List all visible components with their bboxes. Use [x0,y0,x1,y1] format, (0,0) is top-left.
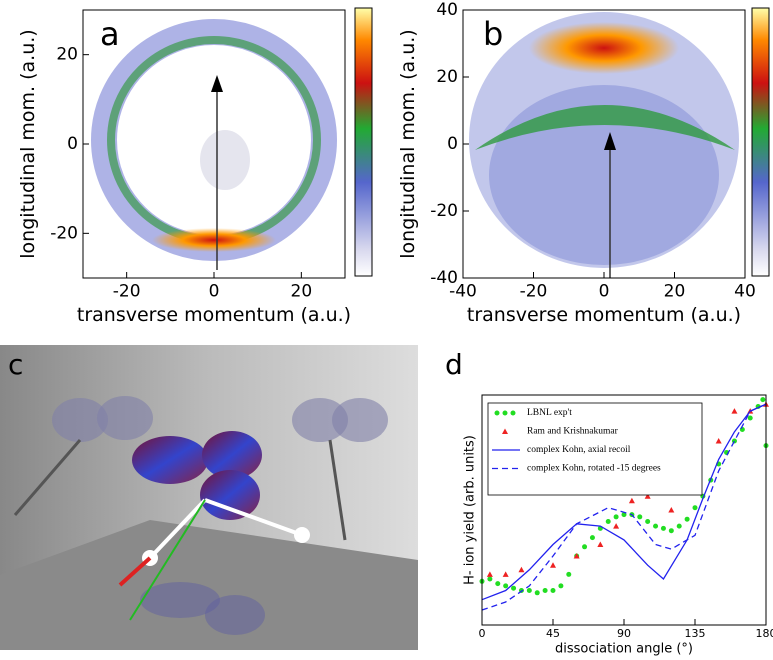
y-tick-label: 20 [436,67,458,87]
density-image [469,12,739,278]
y-axis-label: longitudinal mom. (a.u.) [17,29,39,258]
legend-label: complex Kohn, rotated -15 degrees [527,464,661,474]
density-image [104,32,324,270]
point [732,439,737,444]
y-axis-label: longitudinal mom. (a.u.) [397,29,419,258]
y-tick-label: 0 [67,134,78,154]
point [566,572,571,577]
point [637,514,642,519]
x-tick-label: 45 [546,627,560,640]
point [487,571,493,577]
point [613,523,619,529]
x-tick-label: 180 [756,627,773,640]
legend-marker [503,411,508,416]
point [582,544,587,549]
point [558,583,563,588]
point [653,524,658,529]
point [551,588,556,593]
y-tick-label: 0 [447,134,458,154]
point [535,590,540,595]
point [518,567,524,573]
point [487,577,492,582]
panel-label: c [8,348,23,381]
point [731,408,737,414]
x-axis-label: transverse momentum (a.u.) [77,304,351,326]
point [668,507,674,513]
rendering [0,345,418,650]
point [614,514,619,519]
point [716,438,722,444]
y-tick-label: 40 [436,0,458,20]
point [550,562,556,568]
point [740,427,745,432]
point [693,505,698,510]
x-tick-label: 20 [291,282,313,302]
y-tick-label: 20 [56,45,78,65]
point [590,535,595,540]
x-tick-label: -20 [113,282,141,302]
point [748,416,753,421]
x-tick-label: 0 [479,627,486,640]
legend-marker [495,411,500,416]
point [511,586,516,591]
y-axis-label: H- ion yield (arb. units) [463,435,478,585]
point [629,498,635,504]
colorbar [355,8,372,276]
legend-label: LBNL exp't [527,408,572,418]
point [597,542,603,548]
figure: c -20020-20020transverse momentum (a.u.)… [0,0,773,660]
x-axis-label: transverse momentum (a.u.) [467,304,741,326]
y-tick-label: -20 [430,201,458,221]
legend-label: complex Kohn, axial recoil [527,445,631,455]
x-tick-label: 20 [664,282,686,302]
x-tick-label: 0 [209,282,220,302]
y-tick-label: -40 [430,268,458,288]
point [606,519,611,524]
x-tick-label: 135 [685,627,706,640]
point [677,524,682,529]
point [495,581,500,586]
colorbar [752,8,769,276]
point [503,571,509,577]
legend-marker [511,411,516,416]
panel-label: b [483,15,503,53]
x-tick-label: 40 [734,282,756,302]
panel-label: a [100,15,120,53]
point [543,588,548,593]
point [760,397,765,402]
point [527,588,532,593]
panel-label: d [445,348,463,381]
x-tick-label: 0 [599,282,610,302]
x-axis-label: dissociation angle (°) [555,642,693,657]
point [685,517,690,522]
x-tick-label: 90 [617,627,631,640]
x-tick-label: -20 [520,282,548,302]
point [661,526,666,531]
point [669,528,674,533]
point [645,519,650,524]
point [503,583,508,588]
legend-label: Ram and Krishnakumar [527,427,619,437]
y-tick-label: -20 [50,223,78,243]
